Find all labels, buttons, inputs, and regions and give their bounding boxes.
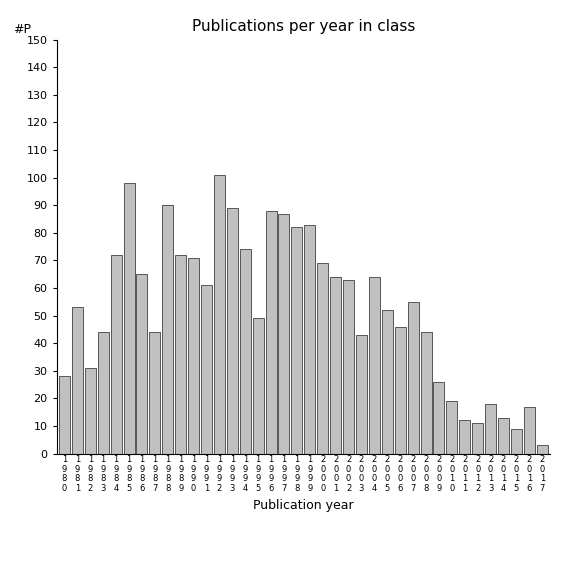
Bar — [59, 376, 70, 454]
Bar — [175, 255, 186, 454]
Bar — [111, 255, 121, 454]
Bar — [137, 274, 147, 454]
X-axis label: Publication year: Publication year — [253, 498, 354, 511]
Bar — [485, 404, 496, 454]
Bar — [98, 332, 109, 454]
Bar — [85, 368, 96, 454]
Y-axis label: #P: #P — [13, 23, 31, 36]
Bar — [124, 183, 134, 454]
Bar — [382, 310, 393, 454]
Bar — [446, 401, 458, 454]
Bar — [214, 175, 225, 454]
Bar — [278, 214, 290, 454]
Bar — [201, 285, 212, 454]
Bar — [188, 257, 199, 454]
Bar — [524, 407, 535, 454]
Bar — [356, 335, 367, 454]
Bar — [227, 208, 238, 454]
Bar — [459, 421, 470, 454]
Bar — [240, 249, 251, 454]
Bar — [537, 445, 548, 454]
Bar — [291, 227, 302, 454]
Title: Publications per year in class: Publications per year in class — [192, 19, 415, 35]
Bar — [498, 418, 509, 454]
Bar — [395, 327, 405, 454]
Bar — [408, 302, 418, 454]
Bar — [511, 429, 522, 454]
Bar — [330, 277, 341, 454]
Bar — [369, 277, 380, 454]
Bar — [162, 205, 174, 454]
Bar — [253, 319, 264, 454]
Bar — [472, 423, 483, 454]
Bar — [433, 382, 445, 454]
Bar — [343, 280, 354, 454]
Bar — [149, 332, 160, 454]
Bar — [317, 263, 328, 454]
Bar — [72, 307, 83, 454]
Bar — [421, 332, 431, 454]
Bar — [265, 211, 277, 454]
Bar — [304, 225, 315, 454]
